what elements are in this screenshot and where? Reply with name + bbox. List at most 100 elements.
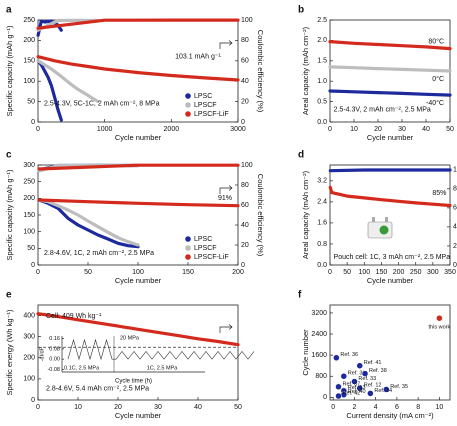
annotation: 103.1 mAh g⁻¹ xyxy=(175,54,221,61)
x-tick-label: 3000 xyxy=(230,126,246,133)
y-axis-label: Areal capacity (mAh cm⁻²) xyxy=(301,26,310,115)
battery-tab xyxy=(385,217,388,222)
y-tick-label: 300 xyxy=(23,334,35,341)
legend-marker xyxy=(185,93,191,99)
x-tick-label: 2000 xyxy=(164,126,180,133)
y-axis-label: Cycle number xyxy=(301,329,310,376)
x-tick-label: 0 xyxy=(36,269,40,276)
data-line xyxy=(36,55,240,82)
annotation: 91% xyxy=(218,195,232,202)
inset-y-label: -dI/dP xyxy=(39,346,45,361)
panel-letter: c xyxy=(6,150,12,161)
data-line xyxy=(37,198,140,247)
y2-tick-label: 100 xyxy=(453,167,457,174)
annotation: 2.5-4.3V, 5C-1C, 2 mAh cm⁻², 8 MPa xyxy=(44,100,160,107)
point-label: Ref. 38 xyxy=(369,368,387,374)
y-tick-label: 800 xyxy=(315,373,327,380)
data-line xyxy=(36,18,100,32)
x-tick-label: 0 xyxy=(36,126,40,133)
y-tick-label: 0 xyxy=(31,119,35,126)
panel-letter: a xyxy=(6,5,12,16)
x-tick-label: 350 xyxy=(444,269,456,276)
series-label: 80°C xyxy=(428,37,444,45)
y2-axis-label: Coulombic efficiency (%) xyxy=(256,30,265,113)
x-tick-label: 40 xyxy=(422,126,430,133)
y2-tick-label: 40 xyxy=(241,78,249,85)
annotation: Pouch cell: 1C, 3 mAh cm⁻², 2.5 MPa xyxy=(334,254,451,261)
x-tick-label: 20 xyxy=(374,126,382,133)
x-axis-label: Cycle number xyxy=(367,276,414,285)
y-tick-label: 1.0 xyxy=(317,78,327,85)
point-label: Ref. 36 xyxy=(340,352,358,358)
point-label: Ref. 41 xyxy=(364,360,382,366)
y-tick-label: 0 xyxy=(323,394,327,401)
data-line xyxy=(36,18,240,30)
point-label: Ref. 34 xyxy=(374,388,392,394)
x-tick-label: 100 xyxy=(132,269,144,276)
series-label: 0°C xyxy=(432,75,444,83)
x-tick-label: 30 xyxy=(398,126,406,133)
x-tick-label: 10 xyxy=(350,126,358,133)
x-tick-label: 150 xyxy=(182,269,194,276)
data-point xyxy=(351,378,358,385)
x-tick-label: 10 xyxy=(74,404,82,411)
ce-arrow xyxy=(219,185,233,194)
y-tick-label: 150 xyxy=(23,58,35,65)
x-tick-label: 200 xyxy=(232,269,244,276)
y-tick-label: 0.0 xyxy=(317,119,327,126)
legend-label: LPSCF xyxy=(194,102,217,109)
y2-tick-label: 100 xyxy=(241,162,253,169)
x-axis-label: Cycle number xyxy=(367,133,414,142)
point-label: Ref. 39 xyxy=(348,371,366,377)
legend-marker xyxy=(185,102,191,108)
y-tick-label: 200 xyxy=(23,195,35,202)
data-point xyxy=(340,373,348,380)
y-tick-label: 2.5 xyxy=(317,17,327,24)
inset-trace xyxy=(67,338,255,361)
data-point xyxy=(367,390,374,397)
point-label: Ref. 13 xyxy=(348,385,366,391)
y-axis-label: Areal capacity (mAh cm⁻²) xyxy=(301,170,310,259)
point-label: Ref. 33 xyxy=(358,376,376,382)
x-tick-label: 150 xyxy=(376,269,388,276)
legend-marker xyxy=(185,111,191,117)
x-tick-label: 40 xyxy=(194,404,202,411)
inset-annotation: 20 MPa xyxy=(120,335,140,341)
panel-letter: d xyxy=(298,150,304,161)
y-tick-label: 300 xyxy=(23,162,35,169)
y-tick-label: 3200 xyxy=(311,310,327,317)
annotation: 2.5-4.3V, 2 mAh cm⁻², 2.5 MPa xyxy=(334,107,431,114)
y2-tick-label: 60 xyxy=(241,202,249,209)
y-tick-label: 2400 xyxy=(311,331,327,338)
y2-tick-label: 80 xyxy=(453,186,457,193)
y2-tick-label: 20 xyxy=(241,98,249,105)
x-tick-label: 300 xyxy=(427,269,439,276)
x-tick-label: 250 xyxy=(410,269,422,276)
inset-tick-label: 0.16 xyxy=(49,336,60,342)
data-point xyxy=(383,386,390,393)
y2-tick-label: 80 xyxy=(241,182,249,189)
ce-arrow xyxy=(219,324,233,333)
data-line xyxy=(37,198,140,249)
x-tick-label: 4 xyxy=(374,404,378,411)
legend-label: LPSC xyxy=(194,236,212,243)
data-point xyxy=(333,354,340,362)
point-label: Ref. 12 xyxy=(364,383,382,389)
data-point xyxy=(356,362,363,369)
data-line xyxy=(37,163,240,171)
data-line xyxy=(37,198,240,208)
x-tick-label: 50 xyxy=(343,269,351,276)
point-label: this work xyxy=(429,325,451,331)
x-axis-label: Cycle number xyxy=(115,411,162,420)
y-tick-label: 2.4 xyxy=(317,199,327,206)
point-label: Ref. 37 xyxy=(342,381,360,387)
panel-letter: e xyxy=(6,290,12,301)
y2-tick-label: 40 xyxy=(241,222,249,229)
y2-tick-label: 20 xyxy=(453,243,457,250)
y-tick-label: 100 xyxy=(23,78,35,85)
y-axis-label: Specific capacity (mAh g⁻¹) xyxy=(5,25,14,117)
battery-logo xyxy=(379,225,389,235)
y-tick-label: 0.5 xyxy=(317,98,327,105)
x-tick-label: 0 xyxy=(328,126,332,133)
y-tick-label: 100 xyxy=(23,376,35,383)
